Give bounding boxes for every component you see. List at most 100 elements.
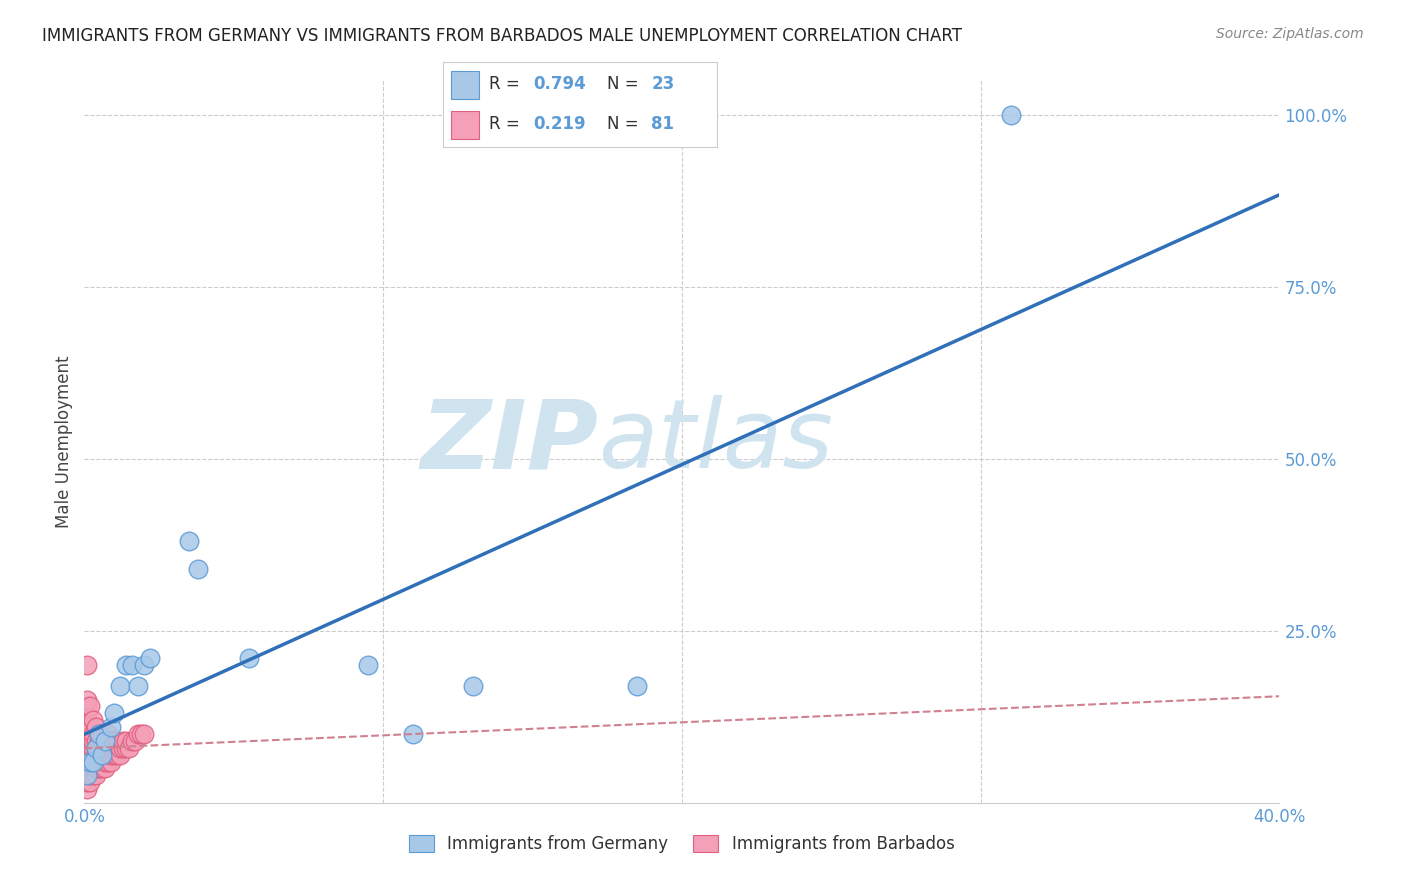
Point xyxy=(238,651,260,665)
Point xyxy=(112,740,135,755)
Point xyxy=(461,679,484,693)
Point xyxy=(121,658,143,673)
Text: N =: N = xyxy=(607,115,644,133)
Point xyxy=(115,734,138,748)
Point xyxy=(100,740,122,755)
Point xyxy=(91,727,114,741)
Point xyxy=(105,747,128,762)
Point xyxy=(76,734,98,748)
Point xyxy=(86,720,108,734)
Point xyxy=(86,740,108,755)
Point xyxy=(112,734,135,748)
Point xyxy=(86,768,108,782)
Point xyxy=(100,747,122,762)
Point xyxy=(124,734,146,748)
Point xyxy=(103,706,125,721)
Point xyxy=(76,755,98,769)
Text: IMMIGRANTS FROM GERMANY VS IMMIGRANTS FROM BARBADOS MALE UNEMPLOYMENT CORRELATIO: IMMIGRANTS FROM GERMANY VS IMMIGRANTS FR… xyxy=(42,27,962,45)
Point xyxy=(97,747,120,762)
Point xyxy=(110,740,132,755)
Point xyxy=(76,782,98,797)
Point xyxy=(86,761,108,775)
Point xyxy=(82,747,104,762)
Text: R =: R = xyxy=(489,115,526,133)
Text: 0.219: 0.219 xyxy=(533,115,586,133)
Point xyxy=(115,658,138,673)
Point xyxy=(89,727,111,741)
Point xyxy=(94,734,117,748)
Point xyxy=(110,679,132,693)
Point xyxy=(115,740,138,755)
Point xyxy=(82,761,104,775)
Point xyxy=(82,768,104,782)
Point xyxy=(91,740,114,755)
Point xyxy=(100,755,122,769)
Point xyxy=(89,734,111,748)
Point xyxy=(89,727,111,741)
Point xyxy=(94,734,117,748)
Point xyxy=(82,713,104,727)
Point xyxy=(89,755,111,769)
Point xyxy=(177,534,200,549)
Point xyxy=(97,755,120,769)
Point xyxy=(86,747,108,762)
Point xyxy=(132,658,156,673)
Point xyxy=(132,727,156,741)
Point xyxy=(402,727,425,741)
Point xyxy=(89,740,111,755)
Point xyxy=(89,747,111,762)
Point xyxy=(118,740,141,755)
Point xyxy=(76,768,98,782)
Point xyxy=(76,699,98,714)
Point xyxy=(91,761,114,775)
Point xyxy=(79,775,101,789)
Point xyxy=(1000,108,1022,122)
Point xyxy=(76,761,98,775)
Text: 81: 81 xyxy=(651,115,675,133)
Bar xyxy=(451,111,478,139)
Text: Source: ZipAtlas.com: Source: ZipAtlas.com xyxy=(1216,27,1364,41)
Point xyxy=(79,720,101,734)
Point xyxy=(121,734,143,748)
Point xyxy=(357,658,380,673)
Point xyxy=(82,755,104,769)
Point xyxy=(103,734,125,748)
Point xyxy=(97,740,120,755)
Point xyxy=(94,747,117,762)
Point xyxy=(76,747,98,762)
Text: ZIP: ZIP xyxy=(420,395,599,488)
Point xyxy=(79,699,101,714)
Point xyxy=(76,727,98,741)
Point xyxy=(82,740,104,755)
Point xyxy=(79,727,101,741)
Legend: Immigrants from Germany, Immigrants from Barbados: Immigrants from Germany, Immigrants from… xyxy=(402,828,962,860)
Point xyxy=(105,734,128,748)
Point xyxy=(86,755,108,769)
Point xyxy=(91,755,114,769)
Point xyxy=(89,761,111,775)
Point xyxy=(76,768,98,782)
Point xyxy=(76,740,98,755)
Point xyxy=(76,658,98,673)
Point xyxy=(129,727,152,741)
Point xyxy=(103,740,125,755)
Text: R =: R = xyxy=(489,76,526,94)
Point xyxy=(76,775,98,789)
Point xyxy=(94,761,117,775)
Point xyxy=(82,734,104,748)
Point xyxy=(110,747,132,762)
Point xyxy=(79,740,101,755)
Point xyxy=(76,713,98,727)
Point xyxy=(127,727,149,741)
Point xyxy=(86,740,108,755)
Point xyxy=(127,679,149,693)
Point xyxy=(79,734,101,748)
Point xyxy=(91,747,114,762)
Point xyxy=(139,651,162,665)
Point xyxy=(626,679,648,693)
Point xyxy=(82,727,104,741)
Point xyxy=(100,734,122,748)
Point xyxy=(82,755,104,769)
Point xyxy=(86,734,108,748)
Point xyxy=(79,755,101,769)
